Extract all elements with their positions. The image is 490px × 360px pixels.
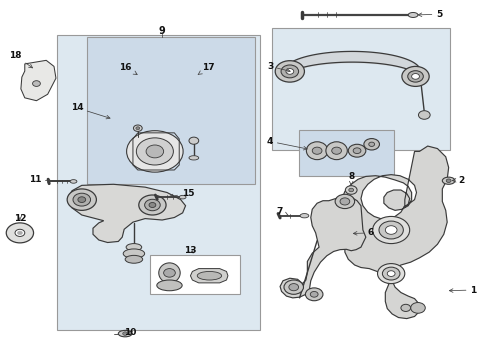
Ellipse shape xyxy=(442,177,455,184)
Ellipse shape xyxy=(125,255,143,263)
Text: 1: 1 xyxy=(449,285,476,294)
Ellipse shape xyxy=(326,142,347,159)
Text: 17: 17 xyxy=(198,63,215,75)
Circle shape xyxy=(385,226,397,234)
Circle shape xyxy=(189,137,199,144)
Circle shape xyxy=(281,65,298,78)
Text: 4: 4 xyxy=(267,137,307,150)
Circle shape xyxy=(73,193,91,206)
Circle shape xyxy=(286,68,294,74)
Text: 16: 16 xyxy=(120,63,137,75)
Text: 10: 10 xyxy=(124,328,137,337)
Text: 9: 9 xyxy=(159,26,166,36)
Circle shape xyxy=(349,188,354,192)
Ellipse shape xyxy=(70,180,77,183)
Ellipse shape xyxy=(408,13,418,18)
Circle shape xyxy=(418,111,430,119)
Circle shape xyxy=(15,229,25,237)
Circle shape xyxy=(312,147,322,154)
Bar xyxy=(57,35,260,330)
Bar xyxy=(150,255,240,294)
Circle shape xyxy=(18,231,23,235)
Circle shape xyxy=(412,73,419,79)
Circle shape xyxy=(139,195,166,215)
Circle shape xyxy=(149,203,156,207)
Ellipse shape xyxy=(197,271,221,280)
Ellipse shape xyxy=(123,249,145,258)
Circle shape xyxy=(6,223,33,243)
Circle shape xyxy=(340,198,350,205)
Circle shape xyxy=(305,288,323,301)
Bar xyxy=(298,130,393,176)
Ellipse shape xyxy=(306,142,328,159)
Circle shape xyxy=(67,189,97,210)
Circle shape xyxy=(126,131,183,172)
Ellipse shape xyxy=(159,263,180,283)
Circle shape xyxy=(275,61,304,82)
Circle shape xyxy=(408,71,423,82)
Circle shape xyxy=(289,284,298,291)
Text: 18: 18 xyxy=(9,51,32,68)
Circle shape xyxy=(369,142,374,147)
Text: 5: 5 xyxy=(418,10,442,19)
Circle shape xyxy=(348,144,366,157)
Circle shape xyxy=(332,147,342,154)
Text: 12: 12 xyxy=(14,214,26,223)
Circle shape xyxy=(353,148,361,154)
Circle shape xyxy=(145,199,160,211)
Circle shape xyxy=(164,269,175,277)
Circle shape xyxy=(401,304,411,311)
Circle shape xyxy=(284,280,303,294)
Circle shape xyxy=(78,197,86,203)
Text: 13: 13 xyxy=(184,246,196,255)
Ellipse shape xyxy=(126,244,142,251)
Bar xyxy=(272,28,450,150)
Text: 2: 2 xyxy=(452,176,465,185)
Circle shape xyxy=(364,139,379,150)
Circle shape xyxy=(122,332,127,336)
Text: 3: 3 xyxy=(267,62,290,72)
Circle shape xyxy=(382,267,400,280)
Circle shape xyxy=(335,194,355,208)
Circle shape xyxy=(411,302,425,313)
Ellipse shape xyxy=(157,280,182,291)
Circle shape xyxy=(136,138,173,165)
Ellipse shape xyxy=(179,195,186,199)
Circle shape xyxy=(345,186,357,194)
Polygon shape xyxy=(21,60,56,101)
Bar xyxy=(87,37,255,184)
Circle shape xyxy=(133,125,142,131)
Ellipse shape xyxy=(189,156,199,160)
Ellipse shape xyxy=(118,330,132,337)
Text: 8: 8 xyxy=(348,172,354,185)
Ellipse shape xyxy=(300,213,309,218)
Polygon shape xyxy=(191,269,228,283)
Polygon shape xyxy=(342,146,449,319)
Circle shape xyxy=(402,66,429,86)
Text: 6: 6 xyxy=(353,228,374,237)
Polygon shape xyxy=(69,184,186,243)
Polygon shape xyxy=(280,197,366,298)
Circle shape xyxy=(379,221,403,239)
Circle shape xyxy=(446,179,451,183)
Circle shape xyxy=(32,81,40,86)
Text: 7: 7 xyxy=(277,207,288,216)
Text: 14: 14 xyxy=(71,103,110,119)
Text: 11: 11 xyxy=(29,175,51,184)
Circle shape xyxy=(136,127,140,130)
Circle shape xyxy=(387,271,395,276)
Circle shape xyxy=(146,145,164,158)
Circle shape xyxy=(310,292,318,297)
Circle shape xyxy=(377,264,405,284)
Circle shape xyxy=(373,216,410,244)
Text: 15: 15 xyxy=(170,189,194,198)
